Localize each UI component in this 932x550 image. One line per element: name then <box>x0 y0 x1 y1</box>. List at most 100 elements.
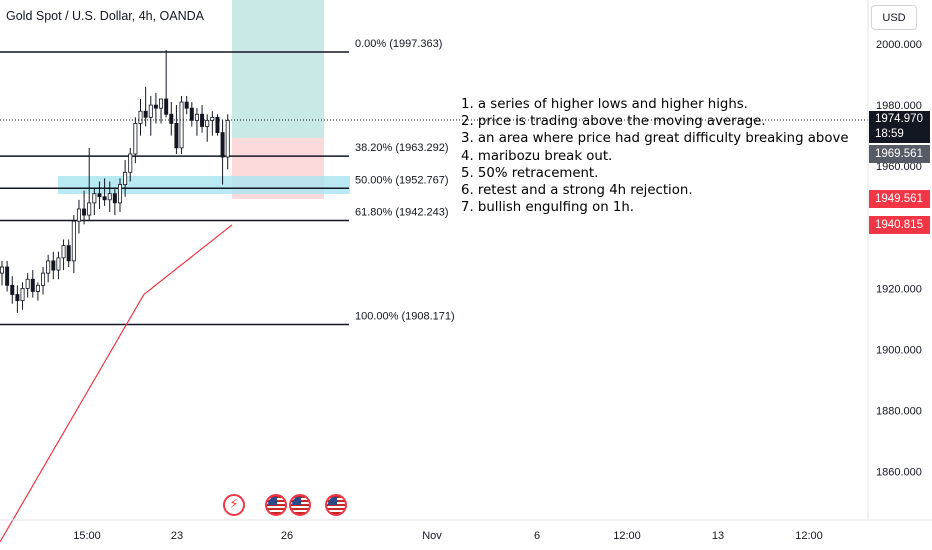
candle <box>123 160 128 197</box>
candle-body <box>205 119 210 127</box>
price-tick-label: 2000.000 <box>876 39 922 51</box>
support-zone[interactable] <box>58 176 350 194</box>
price-tick-label: 1920.000 <box>876 283 922 295</box>
candle-body <box>41 272 46 286</box>
moving-average-line[interactable] <box>0 224 233 543</box>
candle-body <box>71 220 76 262</box>
candle <box>220 120 225 185</box>
us-flag-icon[interactable] <box>289 494 311 516</box>
currency-button[interactable]: USD <box>871 5 917 30</box>
us-flag-icon[interactable] <box>265 494 287 516</box>
candle-body <box>10 284 15 295</box>
candle-body <box>25 278 30 289</box>
candle-body <box>138 110 143 124</box>
candle <box>0 260 4 286</box>
us-flag-icon[interactable] <box>325 494 347 516</box>
note-line: 7. bullish engulfing on 1h. <box>461 200 634 216</box>
candle-body <box>51 260 56 271</box>
price-tick-label: 1980.000 <box>876 100 922 112</box>
candle-body <box>46 260 51 274</box>
candle <box>133 117 138 164</box>
candle <box>92 187 97 216</box>
fib-level-label: 100.00% (1908.171) <box>355 311 455 323</box>
candle-body <box>87 202 92 216</box>
candle <box>210 111 215 136</box>
candle-body <box>76 208 81 222</box>
candle <box>153 92 158 124</box>
candle-body <box>92 193 97 204</box>
candle-body <box>189 107 194 121</box>
candle <box>46 254 51 283</box>
candle <box>102 178 107 206</box>
moving-average-price-tag: 1940.815 <box>869 216 930 234</box>
candle <box>25 273 30 298</box>
lightning-icon[interactable]: ⚡ <box>223 494 245 516</box>
candle <box>143 86 148 127</box>
candle <box>159 98 164 124</box>
time-axis: 15:00 23 26 Nov 6 12:00 13 12:00 <box>73 530 823 542</box>
candle-body <box>61 245 66 259</box>
candle-body <box>184 101 189 109</box>
candle-body <box>82 208 87 216</box>
candle <box>61 239 66 271</box>
candle <box>66 239 71 268</box>
candle-body <box>215 116 220 133</box>
price-tick-label: 1960.000 <box>876 161 922 173</box>
note-line: 1. a series of higher lows and higher hi… <box>461 97 748 112</box>
time-tick-label: 15:00 <box>73 530 101 542</box>
candle-body <box>0 266 4 274</box>
candle <box>117 178 122 213</box>
time-tick-label: 6 <box>534 530 540 542</box>
note-line: 6. retest and a strong 4h rejection. <box>461 182 693 198</box>
candle <box>56 251 61 280</box>
candle <box>225 114 230 170</box>
candle-body <box>225 119 230 158</box>
candle-body <box>107 193 112 201</box>
time-tick-label: 13 <box>712 530 724 542</box>
candle-body <box>169 113 174 124</box>
candle-body <box>35 284 40 292</box>
candle <box>15 285 20 313</box>
candle-body <box>97 193 102 198</box>
candle-body <box>210 116 215 121</box>
candle-body <box>133 123 138 155</box>
candle-body <box>56 257 61 271</box>
price-tick-label: 1860.000 <box>876 467 922 479</box>
candle <box>5 260 10 292</box>
candle <box>35 282 40 301</box>
candle <box>87 147 92 222</box>
candle-body <box>128 153 133 173</box>
candle <box>41 267 46 295</box>
symbol-title[interactable]: Gold Spot / U.S. Dollar, 4h, OANDA <box>6 9 204 23</box>
candle <box>30 270 35 298</box>
candle <box>51 251 56 280</box>
price-tick-label: 1880.000 <box>876 406 922 418</box>
candle-body <box>220 132 225 158</box>
candle-body <box>112 193 117 204</box>
last-price-value: 1974.970 <box>875 113 923 125</box>
candle <box>20 282 25 310</box>
candle <box>107 181 112 213</box>
candle-body <box>200 113 205 127</box>
position-stop-price-tag: 1949.561 <box>869 190 930 208</box>
time-tick-label: 12:00 <box>795 530 823 542</box>
candle <box>82 190 87 225</box>
candle <box>128 147 133 182</box>
candle-body <box>159 98 164 109</box>
analysis-notes[interactable]: 1. a series of higher lows and higher hi… <box>461 96 869 216</box>
candle <box>71 215 76 274</box>
candle <box>184 95 189 115</box>
fib-level-label: 50.00% (1952.767) <box>355 174 449 186</box>
fib-level-label: 38.20% (1963.292) <box>355 142 449 154</box>
candle-body <box>179 101 184 149</box>
note-line: 5. 50% retracement. <box>461 165 599 181</box>
target-zone[interactable] <box>232 0 324 138</box>
candles <box>0 50 230 313</box>
price-tick-label: 1900.000 <box>876 345 922 357</box>
candle <box>138 98 143 136</box>
candle-body <box>148 104 153 118</box>
candle-body <box>117 184 122 204</box>
candle-body <box>123 171 128 185</box>
candle-body <box>102 196 107 201</box>
